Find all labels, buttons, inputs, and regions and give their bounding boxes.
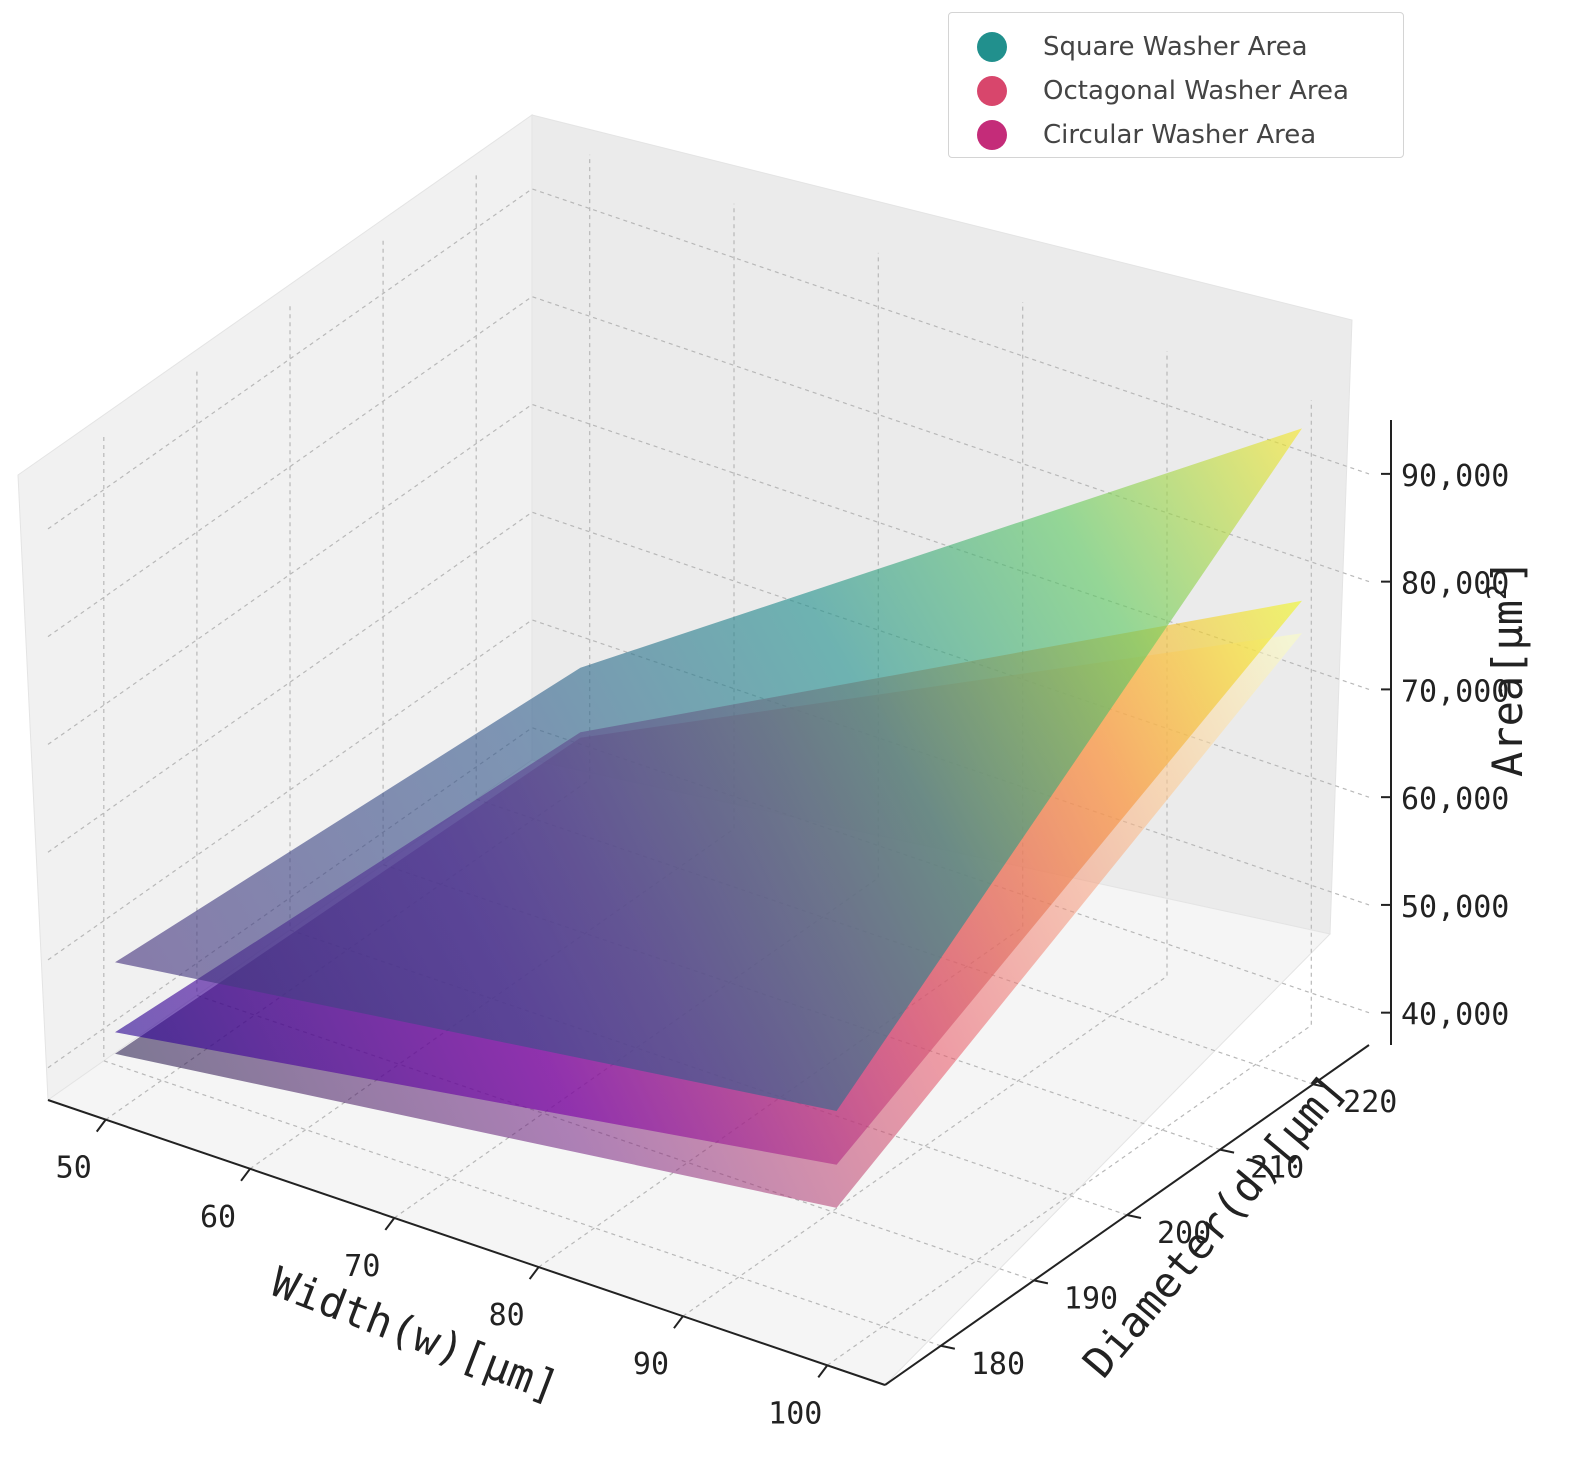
y-tick-mark bbox=[1126, 1214, 1142, 1219]
x-tick-label-90: 90 bbox=[633, 1347, 669, 1382]
y-tick-mark bbox=[1312, 1083, 1328, 1089]
y-tick-label-200: 200 bbox=[1157, 1216, 1211, 1251]
z-tick-label-60,000: 60,000 bbox=[1401, 782, 1509, 817]
y-tick-label-210: 210 bbox=[1250, 1151, 1304, 1186]
y-tick-label-220: 220 bbox=[1343, 1085, 1397, 1120]
legend: Square Washer Area Octagonal Washer Area… bbox=[948, 12, 1404, 158]
x-axis-line bbox=[47, 1099, 886, 1386]
z-axis-label-close: ] bbox=[1483, 559, 1532, 584]
grid-line-x-70 bbox=[393, 252, 879, 1219]
x-tick-mark bbox=[673, 1315, 684, 1329]
legend-label-circular: Circular Washer Area bbox=[1043, 120, 1317, 150]
legend-item-square: Square Washer Area bbox=[949, 25, 1403, 69]
surface-square-washer-area bbox=[115, 428, 1302, 1111]
y-tick-label-180: 180 bbox=[971, 1347, 1025, 1382]
grid-line-x-100 bbox=[826, 400, 1312, 1366]
y-tick-mark bbox=[940, 1344, 956, 1350]
z-tick-label-90,000: 90,000 bbox=[1401, 459, 1509, 494]
z-tick-label-50,000: 50,000 bbox=[1401, 890, 1509, 925]
y-tick-label-190: 190 bbox=[1064, 1281, 1118, 1316]
grid-line-x-60 bbox=[249, 203, 735, 1170]
x-tick-mark bbox=[240, 1168, 251, 1182]
x-tick-label-50: 50 bbox=[56, 1151, 92, 1186]
legend-item-octagonal: Octagonal Washer Area bbox=[949, 69, 1403, 113]
y-tick-mark bbox=[1219, 1148, 1235, 1154]
y-tick-mark bbox=[1033, 1279, 1049, 1285]
surfaces bbox=[115, 428, 1302, 1208]
z-tick-label-40,000: 40,000 bbox=[1401, 998, 1509, 1033]
legend-item-circular: Circular Washer Area bbox=[949, 113, 1403, 157]
z-tick-label-70,000: 70,000 bbox=[1401, 674, 1509, 709]
x-tick-mark bbox=[528, 1266, 540, 1280]
grid-line-x-80 bbox=[538, 302, 1024, 1268]
axis-lines bbox=[47, 420, 1392, 1386]
x-tick-label-100: 100 bbox=[768, 1396, 822, 1431]
legend-marker-square bbox=[977, 32, 1007, 62]
tick-labels: 50 60 70 80 90 100 180 190 200 210 220 40,000 50,000… bbox=[56, 459, 1510, 1431]
legend-marker-circular bbox=[977, 120, 1007, 150]
z-axis-label-superscript: 2 bbox=[1483, 584, 1513, 600]
grid-line-x-50 bbox=[105, 154, 591, 1121]
z-axis-label: Area[µm2] bbox=[1483, 559, 1532, 777]
x-axis-label: Width(w)[µm] bbox=[265, 1257, 566, 1411]
legend-label-square: Square Washer Area bbox=[1043, 32, 1308, 62]
x-tick-label-60: 60 bbox=[200, 1200, 236, 1235]
x-tick-mark bbox=[817, 1364, 829, 1378]
x-tick-label-70: 70 bbox=[344, 1249, 380, 1284]
z-tick-label-80,000: 80,000 bbox=[1401, 567, 1509, 602]
x-tick-label-80: 80 bbox=[489, 1298, 525, 1333]
z-axis-label-main: Area[µm bbox=[1483, 600, 1532, 777]
x-tick-mark bbox=[95, 1119, 107, 1133]
x-tick-mark bbox=[384, 1217, 396, 1231]
legend-marker-octagonal bbox=[977, 76, 1007, 106]
legend-label-octagonal: Octagonal Washer Area bbox=[1043, 76, 1349, 106]
